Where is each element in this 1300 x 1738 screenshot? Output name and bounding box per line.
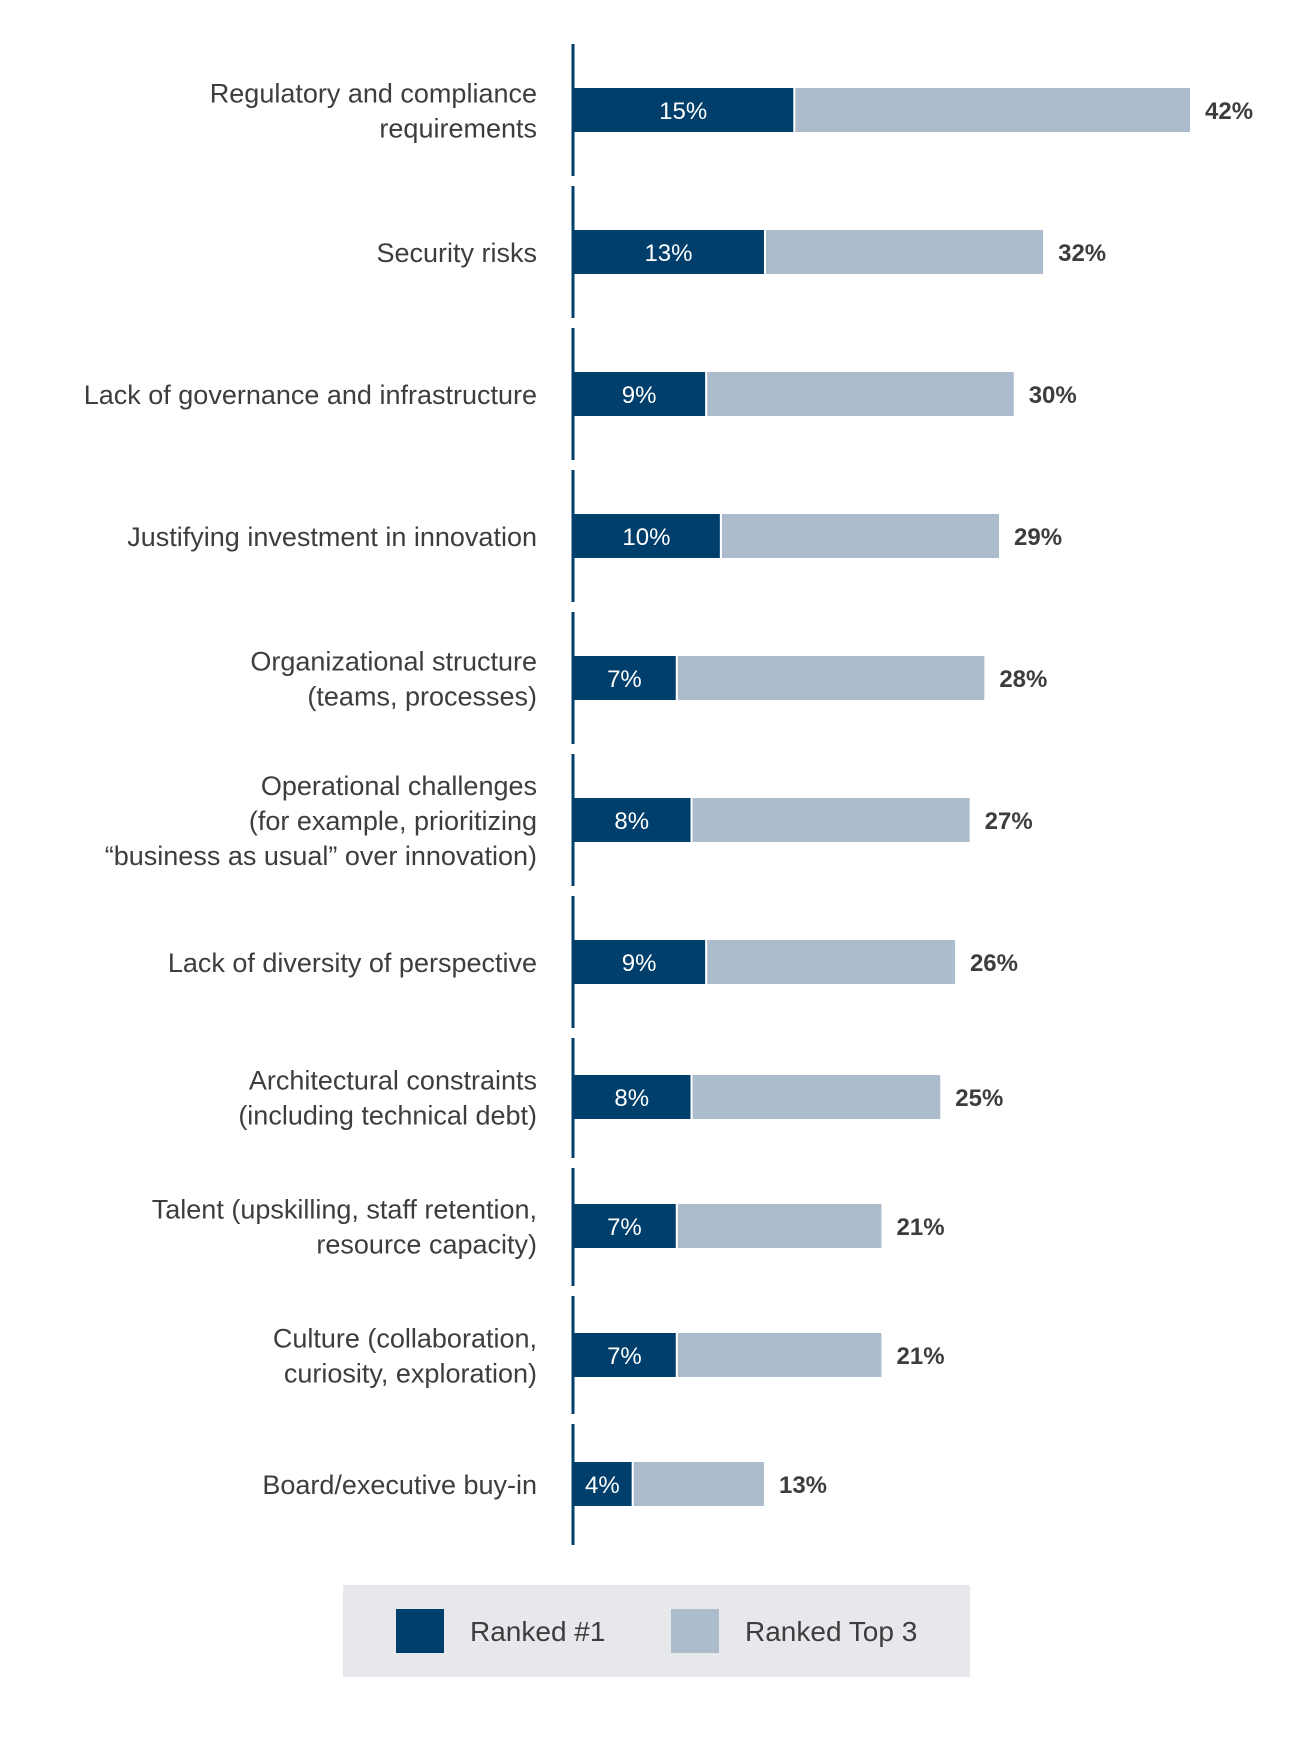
data-label-ranked-1: 7% [607, 1343, 642, 1370]
category-label: Regulatory and compliance [210, 79, 537, 109]
data-label-ranked-1: 15% [659, 98, 707, 125]
data-label-ranked-1: 13% [644, 240, 692, 267]
data-label-ranked-1: 7% [607, 666, 642, 693]
category-label: Justifying investment in innovation [127, 522, 537, 552]
data-label-ranked-1: 9% [622, 950, 657, 977]
data-label-ranked-top3: 27% [985, 808, 1033, 835]
bar-ranked-1 [573, 1462, 632, 1506]
category-label: Architectural constraints [249, 1066, 537, 1096]
bar-ranked-1 [573, 1204, 676, 1248]
bar-ranked-1 [573, 88, 794, 132]
bar-ranked-1 [573, 940, 706, 984]
data-label-ranked-top3: 21% [897, 1343, 945, 1370]
data-label-ranked-top3: 29% [1014, 524, 1062, 551]
category-label: Lack of governance and infrastructure [84, 380, 537, 410]
bar-ranked-1 [573, 1333, 676, 1377]
data-label-ranked-top3: 25% [955, 1085, 1003, 1112]
data-label-ranked-top3: 32% [1058, 240, 1106, 267]
legend-swatch-ranked-1 [396, 1609, 444, 1653]
legend-label-ranked-top3: Ranked Top 3 [745, 1616, 917, 1647]
bar-ranked-1 [573, 372, 706, 416]
category-label: Culture (collaboration, [273, 1324, 537, 1354]
data-label-ranked-top3: 21% [897, 1214, 945, 1241]
legend-swatch-ranked-top3 [671, 1609, 719, 1653]
category-label: (teams, processes) [307, 682, 537, 712]
bar-ranked-1 [573, 514, 720, 558]
category-label: Talent (upskilling, staff retention, [152, 1195, 537, 1225]
category-label: Organizational structure [250, 647, 537, 677]
category-label: Board/executive buy-in [262, 1470, 537, 1500]
data-label-ranked-top3: 13% [779, 1472, 827, 1499]
category-label: curiosity, exploration) [284, 1359, 537, 1389]
data-label-ranked-1: 9% [622, 382, 657, 409]
data-label-ranked-top3: 30% [1029, 382, 1077, 409]
category-label: (for example, prioritizing [249, 806, 537, 836]
data-label-ranked-top3: 42% [1205, 98, 1253, 125]
category-label: Operational challenges [261, 771, 537, 801]
legend-label-ranked-1: Ranked #1 [470, 1616, 605, 1647]
bar-ranked-1 [573, 798, 691, 842]
category-label: “business as usual” over innovation) [105, 841, 537, 871]
data-label-ranked-top3: 28% [999, 666, 1047, 693]
data-label-ranked-top3: 26% [970, 950, 1018, 977]
data-label-ranked-1: 4% [585, 1472, 620, 1499]
data-label-ranked-1: 8% [614, 808, 649, 835]
category-label: Security risks [376, 238, 537, 268]
bar-ranked-1 [573, 230, 764, 274]
category-label: (including technical debt) [238, 1101, 537, 1131]
category-label: Lack of diversity of perspective [168, 948, 537, 978]
bar-ranked-1 [573, 1075, 691, 1119]
data-label-ranked-1: 7% [607, 1214, 642, 1241]
data-label-ranked-1: 8% [614, 1085, 649, 1112]
legend-box [343, 1585, 970, 1677]
category-label: requirements [379, 114, 537, 144]
category-label: resource capacity) [316, 1230, 537, 1260]
bar-ranked-1 [573, 656, 676, 700]
data-label-ranked-1: 10% [622, 524, 670, 551]
